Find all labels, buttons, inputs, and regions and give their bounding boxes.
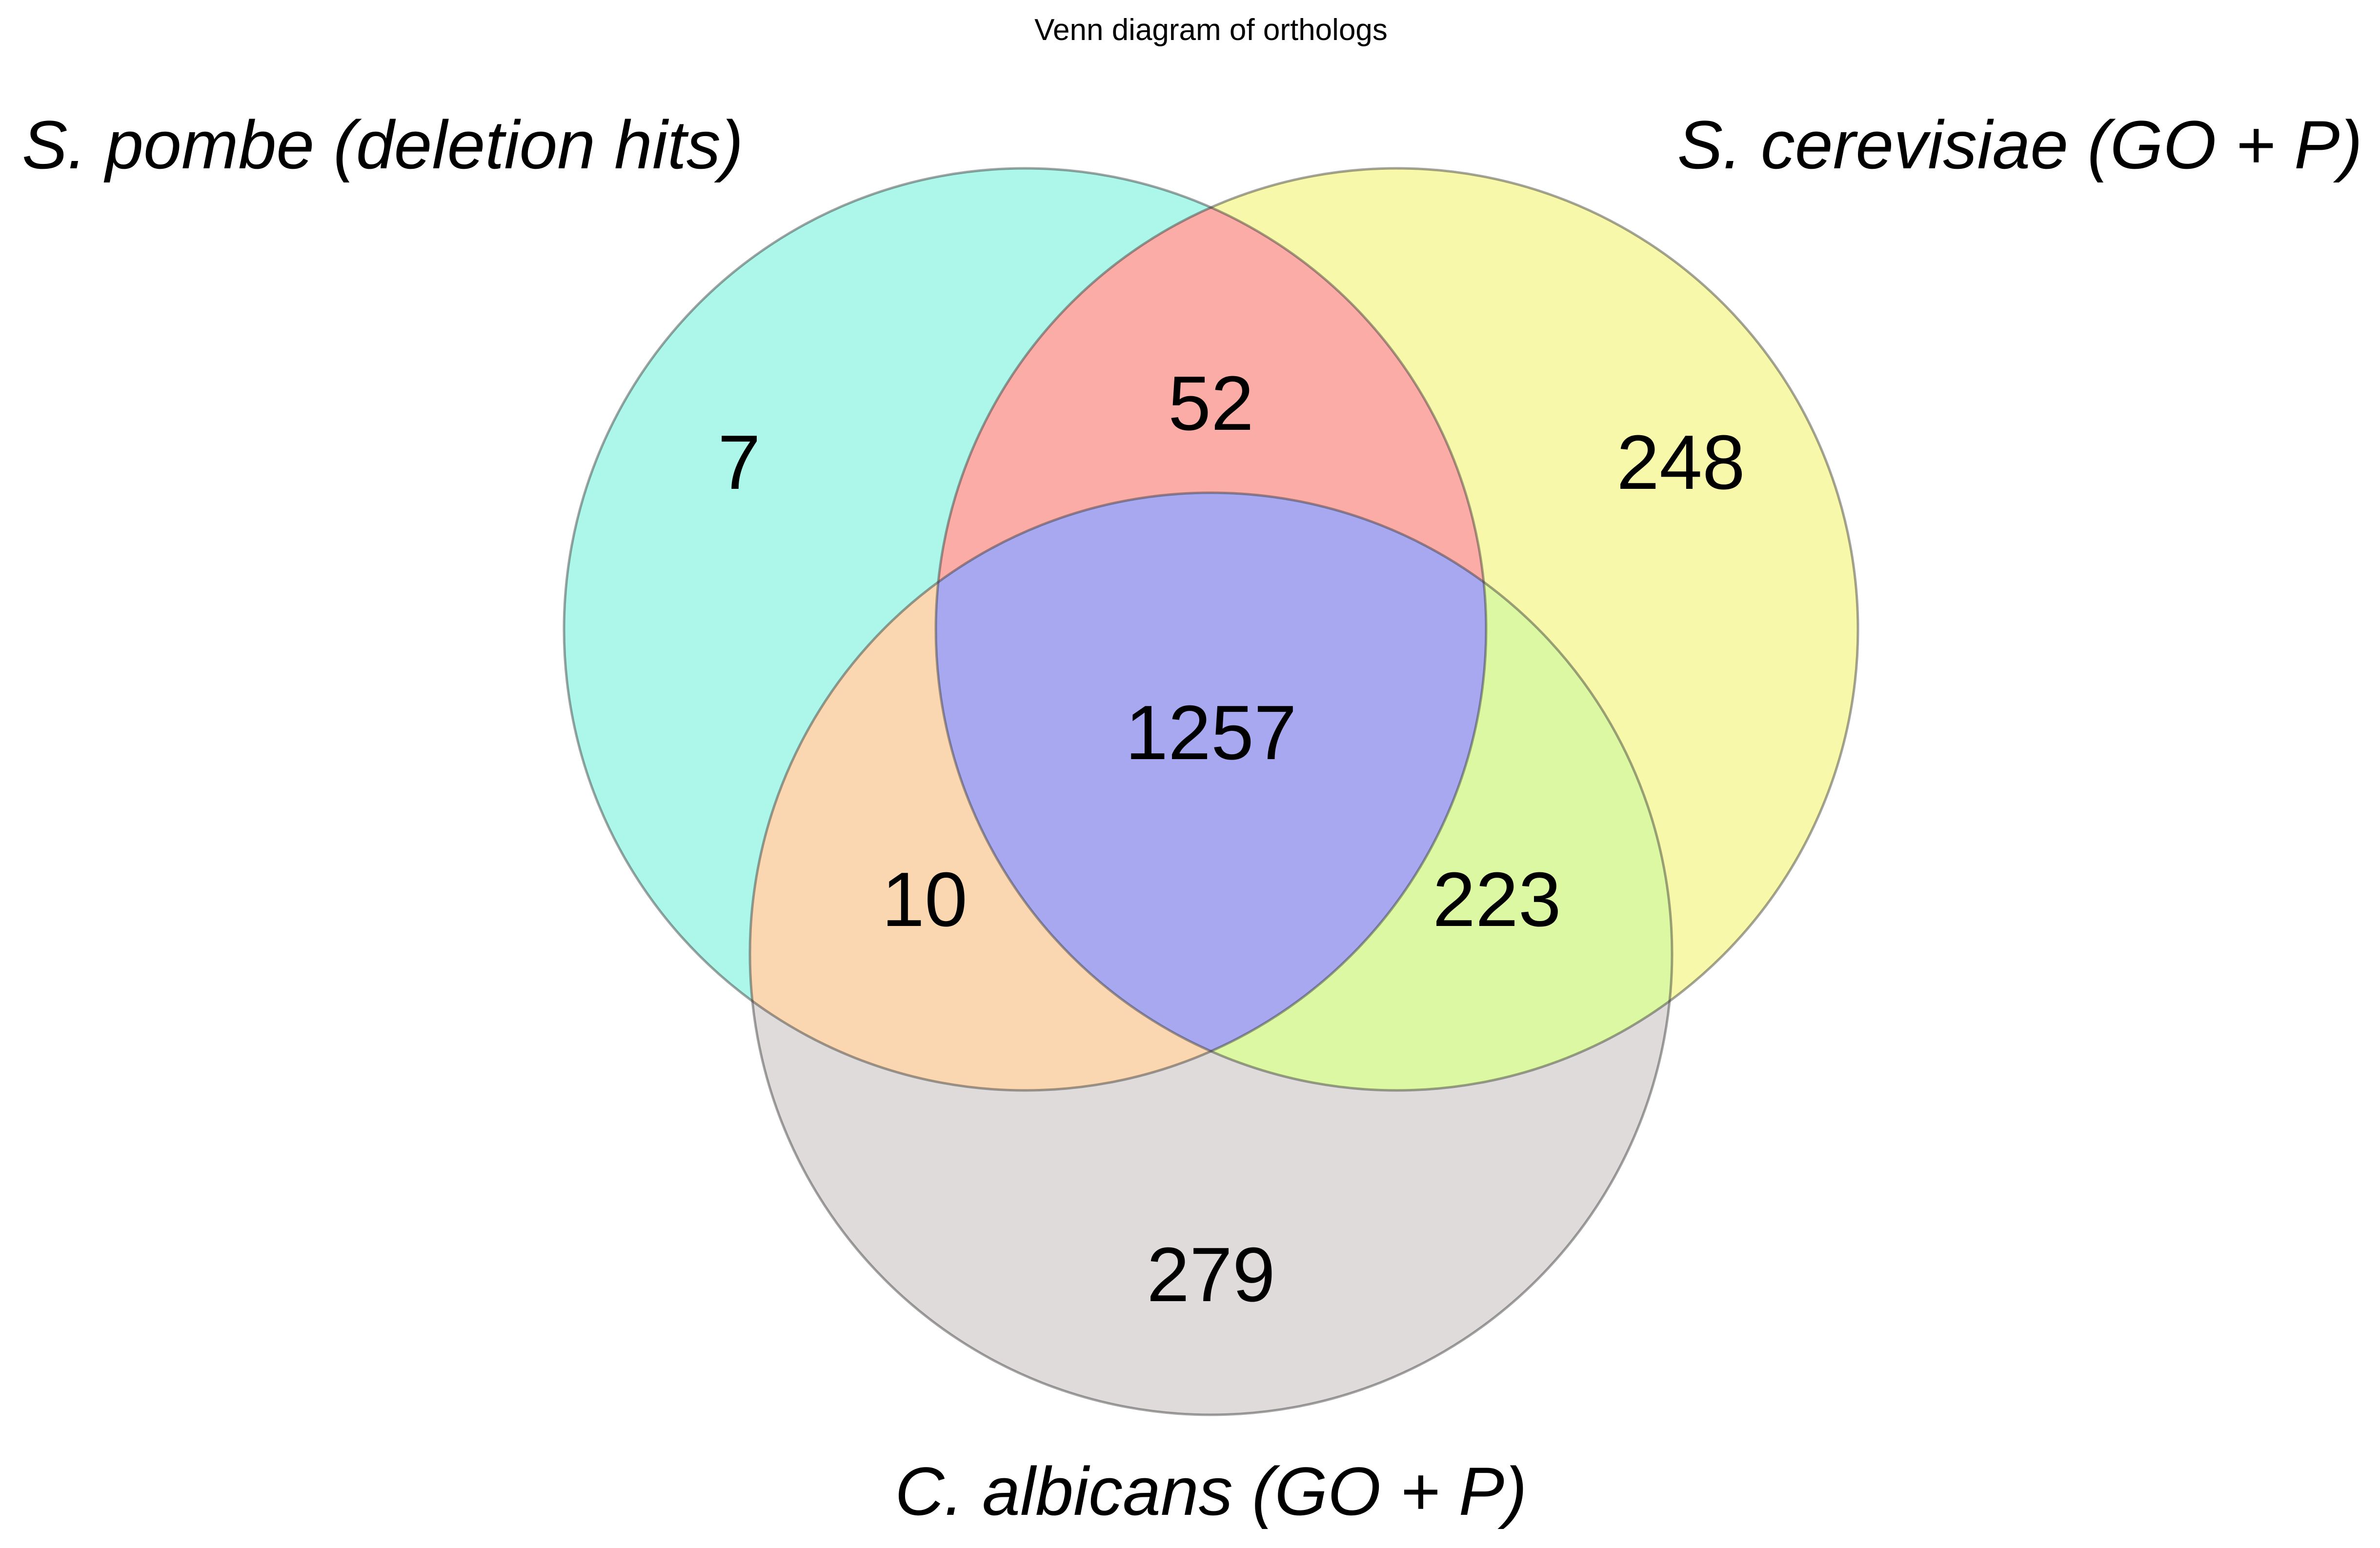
circle-c-outline bbox=[748, 491, 1674, 1416]
count-a-only: 7 bbox=[718, 420, 761, 505]
set-labels: S. pombe (deletion hits) S. cerevisiae (… bbox=[22, 106, 2362, 1529]
set-label-c-albicans: C. albicans (GO + P) bbox=[895, 1453, 1527, 1529]
set-label-s-pombe: S. pombe (deletion hits) bbox=[22, 106, 744, 183]
count-bc-only: 223 bbox=[1432, 857, 1561, 943]
region-counts: 7 52 248 1257 10 223 279 bbox=[718, 361, 1745, 1318]
count-c-only: 279 bbox=[1147, 1232, 1275, 1318]
set-label-s-cerevisiae: S. cerevisiae (GO + P) bbox=[1677, 106, 2362, 183]
count-abc: 1257 bbox=[1125, 690, 1297, 776]
venn-regions bbox=[564, 168, 1858, 1415]
count-b-only: 248 bbox=[1616, 420, 1745, 505]
chart-title: Venn diagram of orthologs bbox=[1034, 13, 1388, 47]
venn-outlines bbox=[563, 167, 1859, 1416]
count-ab-only: 52 bbox=[1168, 361, 1254, 446]
circle-a-outline bbox=[563, 167, 1488, 1092]
circle-b-outline bbox=[934, 167, 1859, 1092]
count-ac-only: 10 bbox=[882, 857, 968, 943]
region-abc bbox=[936, 493, 1486, 1090]
